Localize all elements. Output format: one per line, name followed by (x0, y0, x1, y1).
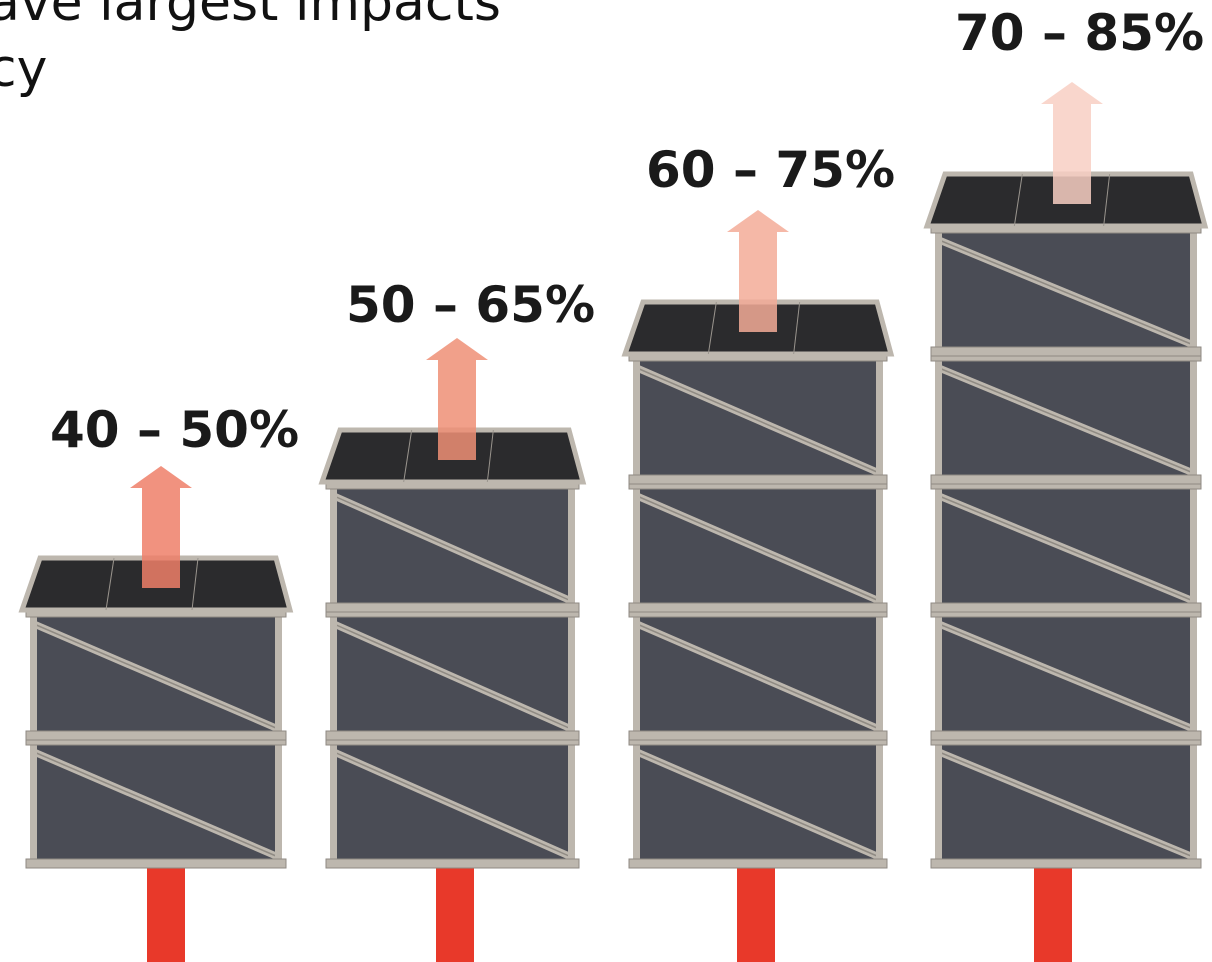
module-tier (930, 223, 1202, 357)
efficiency-label-2: 50 – 65% (346, 276, 596, 334)
output-arrow (727, 210, 789, 332)
module-tier (930, 607, 1202, 741)
output-arrow (1041, 82, 1103, 204)
input-pipe (737, 862, 775, 962)
efficiency-label-1: 40 – 50% (50, 401, 300, 459)
output-arrow (130, 466, 192, 588)
module-tier (325, 607, 580, 741)
input-pipe (1034, 862, 1072, 962)
module-tier (25, 735, 287, 869)
module-tier (628, 351, 888, 485)
module-tier (325, 479, 580, 613)
heading-line-1: ave largest impacts (0, 0, 501, 33)
page-heading: ave largest impacts cy (0, 0, 501, 102)
tower-1 (18, 466, 294, 962)
module-tier (628, 735, 888, 869)
tower-3 (621, 210, 895, 962)
tower-2 (318, 338, 587, 962)
efficiency-label-3: 60 – 75% (646, 141, 896, 199)
heading-line-2: cy (0, 39, 48, 99)
module-tier (930, 735, 1202, 869)
module-tier (930, 351, 1202, 485)
output-arrow (426, 338, 488, 460)
module-tier (930, 479, 1202, 613)
tower-4 (923, 82, 1209, 962)
module-tier (628, 479, 888, 613)
efficiency-label-4: 70 – 85% (955, 4, 1205, 62)
input-pipe (436, 862, 474, 962)
input-pipe (147, 862, 185, 962)
module-tier (25, 607, 287, 741)
module-tier (325, 735, 580, 869)
module-tier (628, 607, 888, 741)
